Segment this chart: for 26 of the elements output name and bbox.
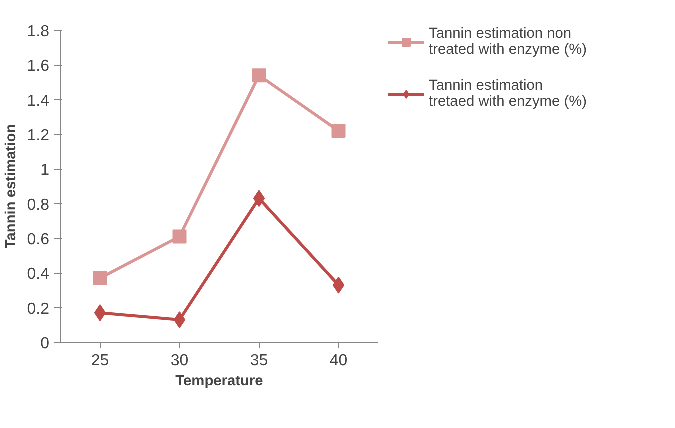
legend-label: Tannin estimation tretaed with enzyme (%)	[429, 78, 588, 110]
point	[332, 124, 346, 138]
y-tick-label: 1	[40, 162, 50, 180]
point	[174, 311, 186, 328]
y-tick-label: 1.4	[27, 92, 50, 110]
y-tick-label: 0.2	[27, 300, 50, 318]
y-tick-label: 0.4	[27, 266, 50, 284]
point	[94, 304, 106, 322]
x-tick-label: 30	[170, 352, 189, 370]
x-tick-label: 25	[91, 352, 110, 370]
point	[172, 230, 187, 244]
y-tick-label: 1.6	[27, 58, 50, 76]
x-tick-label: 35	[250, 352, 268, 370]
point	[252, 68, 266, 83]
point	[332, 276, 345, 294]
y-tick-label: 1.8	[27, 24, 50, 40]
y-axis-title: Tannin estimation	[3, 124, 20, 249]
y-tick-label: 1.2	[27, 128, 50, 144]
legend-label: Tannin estimation non treated with enzyme (%)	[429, 26, 588, 58]
point	[93, 271, 108, 286]
y-tick-label: 0.8	[27, 196, 50, 214]
x-axis-title: Temperature	[176, 374, 264, 390]
y-tick-label: 0	[40, 336, 50, 352]
x-tick-label: 40	[330, 352, 348, 370]
y-tick-label: 0.6	[27, 232, 50, 248]
point	[253, 190, 266, 208]
